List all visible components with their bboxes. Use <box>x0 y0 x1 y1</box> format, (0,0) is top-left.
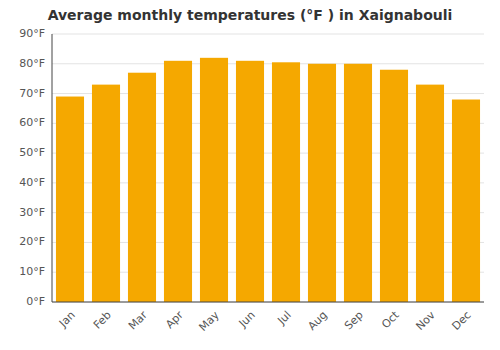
bar <box>128 73 156 302</box>
bar <box>200 58 228 302</box>
y-tick-label: 80°F <box>19 57 45 70</box>
x-tick-label: Mar <box>126 308 150 332</box>
x-tick-label: Dec <box>450 309 474 333</box>
y-grid <box>52 34 484 302</box>
bar <box>344 64 372 302</box>
bar <box>308 64 336 302</box>
x-tick-label: Sep <box>342 309 366 333</box>
x-tick-label: Jul <box>274 309 293 328</box>
bars <box>56 58 480 302</box>
x-tick-label: Oct <box>379 308 402 331</box>
chart-title: Average monthly temperatures (°F ) in Xa… <box>48 7 453 23</box>
bar <box>452 100 480 302</box>
x-tick-label: May <box>196 308 222 334</box>
x-tick-label: Aug <box>305 309 329 333</box>
y-tick-label: 50°F <box>19 146 45 159</box>
bar <box>380 70 408 302</box>
y-tick-label: 10°F <box>19 265 45 278</box>
x-axis-line <box>52 302 484 303</box>
chart-svg: 0°F 10°F 20°F 30°F 40°F 50°F 60°F 70°F 80°F 90°F J… <box>0 0 500 350</box>
bar <box>416 85 444 302</box>
y-tick-label: 90°F <box>19 27 45 40</box>
x-tick-label: Apr <box>163 308 186 331</box>
bar <box>236 61 264 302</box>
x-tick-label: Feb <box>91 309 114 332</box>
x-tick-labels: Jan Feb Mar Apr May Jun Jul Aug Sep Oct Nov Dec <box>56 308 474 334</box>
y-tick-label: 0°F <box>26 295 45 308</box>
bar <box>56 97 84 302</box>
grid-line <box>52 302 484 303</box>
grid-line <box>52 34 484 35</box>
x-tick-label: Jan <box>56 309 78 331</box>
grid-line <box>52 63 484 64</box>
y-tick-labels: 0°F 10°F 20°F 30°F 40°F 50°F 60°F 70°F 80°F 90°F <box>19 27 45 308</box>
bar <box>164 61 192 302</box>
x-tick-label: Jun <box>236 309 258 331</box>
y-tick-label: 30°F <box>19 206 45 219</box>
y-tick-label: 60°F <box>19 116 45 129</box>
y-tick-label: 70°F <box>19 87 45 100</box>
y-tick-label: 20°F <box>19 235 45 248</box>
y-tick-label: 40°F <box>19 176 45 189</box>
chart-container: 0°F 10°F 20°F 30°F 40°F 50°F 60°F 70°F 80°F 90°F J… <box>0 0 500 350</box>
bar <box>92 85 120 302</box>
bar <box>272 62 300 302</box>
y-axis-line <box>52 34 53 302</box>
x-tick-label: Nov <box>413 308 438 333</box>
